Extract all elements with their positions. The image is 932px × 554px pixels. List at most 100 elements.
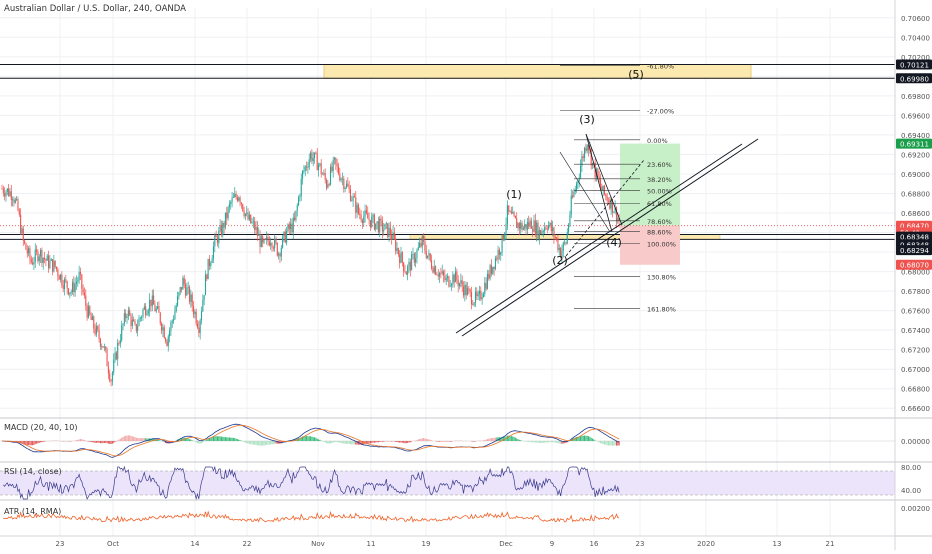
time-tick-label: 22	[243, 540, 252, 548]
candle-body	[368, 218, 370, 221]
candle-body	[553, 227, 555, 238]
candle-body	[359, 213, 361, 215]
price-badges: 0.701210.699800.693110.6847050:410.68348…	[896, 59, 932, 270]
candle-body	[134, 321, 136, 325]
candle-body	[578, 177, 580, 182]
candle-body	[517, 223, 519, 228]
candle-body	[300, 178, 302, 196]
candle-body	[453, 274, 455, 283]
candle-body	[489, 265, 491, 279]
candle-body	[356, 204, 358, 213]
candle-body	[576, 183, 578, 190]
candle-body	[401, 252, 403, 263]
drawings	[455, 133, 759, 337]
candle-body	[70, 292, 72, 293]
candle-body	[268, 241, 270, 246]
projection-dashed	[565, 159, 645, 257]
candle-body	[325, 179, 328, 188]
fib-diagonal-2	[559, 151, 611, 233]
candle-body	[417, 247, 419, 251]
candle-body	[541, 231, 543, 234]
candle-body	[211, 258, 213, 263]
candle-body	[203, 295, 205, 301]
candle-body	[474, 291, 477, 303]
candle-body	[149, 299, 151, 311]
candle-body	[470, 292, 473, 305]
candle-body	[534, 220, 536, 236]
candle-body	[166, 341, 168, 346]
candle-body	[424, 241, 426, 251]
candle-body	[73, 282, 75, 293]
candle-body	[208, 258, 211, 267]
macd-label: MACD (20, 40, 10)	[4, 423, 77, 432]
trendline-upper	[461, 138, 759, 337]
candle-body	[113, 359, 115, 373]
time-tick-label: 13	[773, 540, 782, 548]
time-axis[interactable]: 23 Oct 14 22 Nov 11 19 Dec 9 16 23 2020 13 21	[0, 535, 895, 548]
candle-body	[25, 243, 27, 250]
candle-body	[36, 249, 38, 252]
time-tick-label: Oct	[107, 540, 119, 548]
candle-body	[251, 222, 253, 224]
candle-body	[97, 326, 99, 330]
candle-body	[286, 231, 288, 243]
candle-body	[57, 269, 59, 276]
candle-body	[296, 205, 298, 211]
candle-body	[486, 273, 488, 289]
candle-body	[597, 168, 599, 177]
candle-body	[375, 223, 377, 230]
candle-body	[485, 282, 487, 289]
candle-body	[46, 255, 48, 261]
candle-body	[130, 315, 132, 326]
atr-tick: 0.00200	[901, 505, 930, 513]
candle-body	[260, 236, 262, 247]
candle-body	[606, 196, 608, 201]
price-tick-label: 0.70600	[901, 15, 930, 23]
price-badge-text: 0.68294	[900, 247, 929, 255]
candle-body	[367, 213, 369, 219]
candle-body	[6, 188, 8, 192]
candle-body	[279, 253, 281, 257]
fib-label: 38.20%	[647, 176, 672, 184]
candle-body	[91, 316, 93, 320]
candle-body	[556, 237, 558, 240]
candle-body	[67, 288, 70, 295]
candle-body	[259, 234, 261, 247]
candle-body	[428, 253, 430, 256]
candle-body	[448, 276, 450, 287]
price-badge-text: 0.68470	[900, 223, 929, 231]
candle-body	[270, 243, 272, 246]
candle-body	[512, 212, 514, 214]
candle-body	[433, 266, 435, 273]
candle-body	[526, 222, 528, 230]
candle-body	[461, 280, 463, 287]
candle-body	[202, 300, 204, 312]
candle-body	[565, 242, 567, 244]
candle-body	[372, 214, 374, 217]
candle-body	[10, 191, 12, 200]
candle-body	[493, 266, 495, 270]
candle-body	[545, 227, 547, 229]
candle-body	[320, 163, 322, 174]
candle-body	[151, 295, 153, 307]
price-axis[interactable]: 0.706000.704000.702000.700000.698000.696…	[894, 0, 930, 550]
candle-body	[560, 248, 562, 258]
candle-body	[516, 218, 518, 228]
candle-body	[340, 178, 342, 181]
candle-body	[302, 170, 304, 179]
candle-body	[215, 235, 217, 238]
candle-body	[522, 227, 524, 230]
grid	[0, 8, 895, 536]
price-tick-label: 0.68600	[901, 210, 930, 218]
candle-body	[48, 255, 50, 269]
time-tick-label: Dec	[499, 540, 513, 548]
candle-body	[421, 235, 423, 247]
candle-body	[504, 233, 506, 240]
candle-body	[99, 338, 101, 347]
candle-body	[431, 260, 433, 269]
candle-body	[315, 152, 317, 154]
rsi-line	[3, 465, 620, 501]
candle-body	[405, 272, 407, 275]
candle-body	[85, 295, 87, 306]
